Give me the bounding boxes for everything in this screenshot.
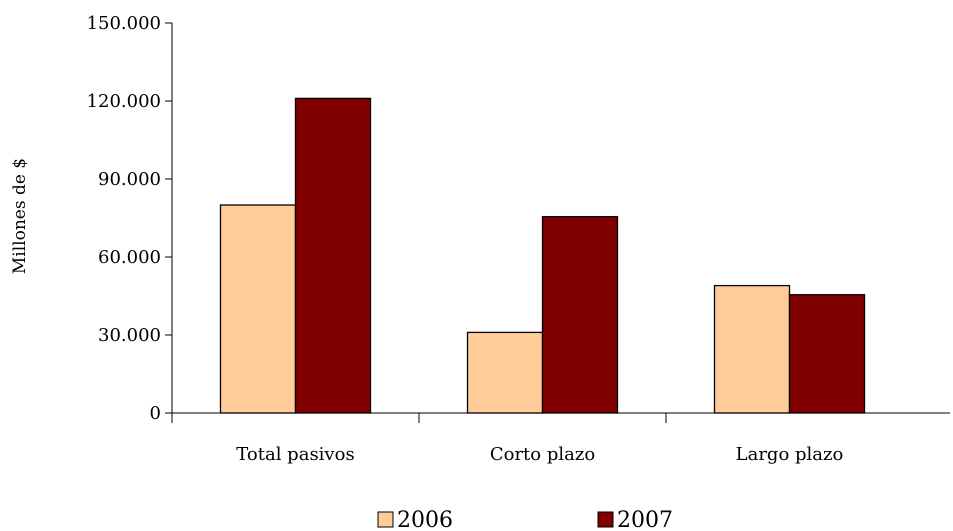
bar-2006-total-pasivos — [219, 204, 297, 414]
legend: 2006 2007 — [377, 508, 673, 531]
bar-2007-total-pasivos — [294, 97, 372, 414]
y-axis-tick-labels: 0 30.000 60.000 90.000 120.000 150.000 — [87, 13, 161, 424]
bar-2007-largo-plazo — [788, 294, 866, 414]
y-tick-label: 150.000 — [87, 13, 161, 34]
legend-label-2007: 2007 — [617, 508, 673, 531]
y-tick-label: 120.000 — [87, 91, 161, 112]
legend-swatch-2007 — [597, 511, 614, 528]
bar-2006-corto-plazo — [466, 331, 544, 414]
legend-swatch-2006 — [377, 511, 394, 528]
legend-label-2006: 2006 — [397, 508, 453, 531]
y-tick-label: 60.000 — [98, 247, 161, 268]
x-axis-ticks — [171, 413, 667, 423]
x-category-label: Total pasivos — [236, 444, 354, 465]
bars-group — [219, 97, 866, 414]
x-axis-category-labels: Total pasivos Corto plazo Largo plazo — [236, 444, 843, 465]
y-tick-label: 0 — [150, 403, 161, 424]
bar-2007-corto-plazo — [541, 216, 619, 414]
x-category-label: Corto plazo — [490, 444, 595, 465]
y-axis-title: Millones de $ — [10, 158, 30, 274]
y-tick-label: 90.000 — [98, 169, 161, 190]
bar-2006-largo-plazo — [713, 284, 791, 414]
x-category-label: Largo plazo — [736, 444, 844, 465]
y-tick-label: 30.000 — [98, 325, 161, 346]
y-axis-ticks — [165, 22, 172, 414]
